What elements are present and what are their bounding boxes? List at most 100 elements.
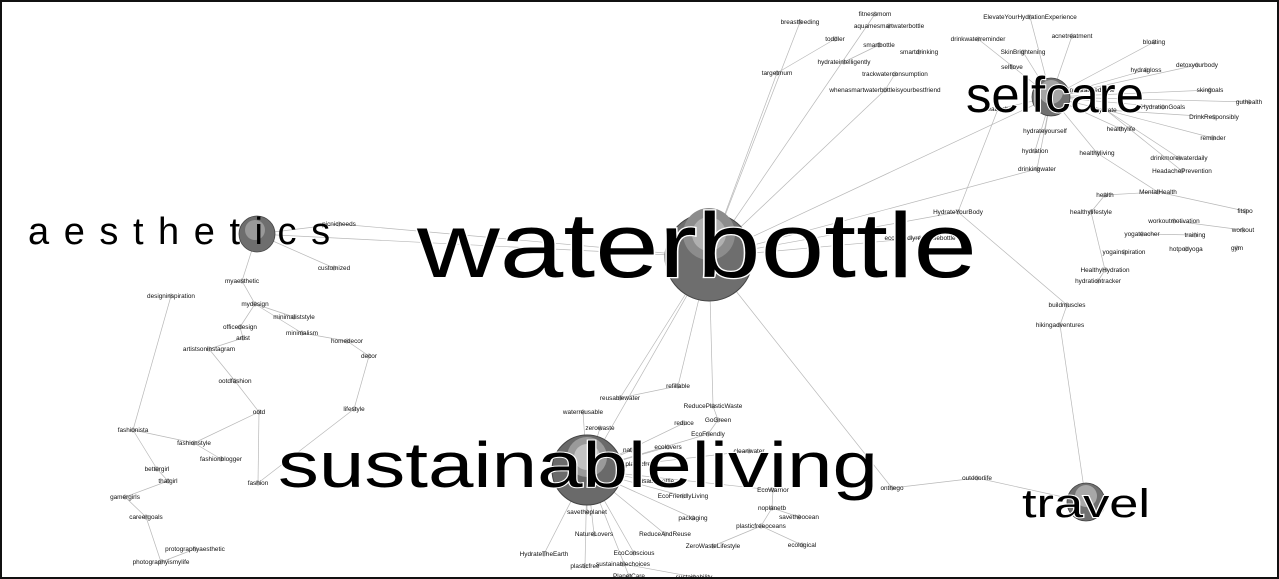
edge-hikingadventures-travel	[1059, 324, 1087, 503]
node-photographyaesthetic	[192, 546, 198, 552]
label-reduce: reduce	[674, 420, 694, 427]
node-officedesign	[237, 324, 243, 330]
label-hydrate: hydrate	[1095, 107, 1117, 114]
node-nature	[629, 447, 635, 453]
node-ecofriendlyreusable	[917, 235, 923, 241]
edge-hydrate-drinkmorewaterdaily	[1105, 109, 1180, 159]
edge-zerowastelifestyle-plasticfreeoceans	[712, 525, 762, 547]
label-hydrateyourbody: HydrateYourBody	[933, 209, 984, 216]
label-training: training	[1185, 232, 1206, 239]
node-healthyhydration	[1102, 267, 1108, 273]
label-workout: workout	[1231, 227, 1255, 234]
label-bloating: bloating	[1143, 39, 1166, 46]
edge-outdoorlife-onthego	[891, 477, 978, 489]
node-onthego	[889, 485, 895, 491]
edge-health-healthylifestyle	[1090, 194, 1106, 213]
node-fitspo	[1242, 208, 1248, 214]
aesthetics-node	[238, 215, 276, 253]
node-healthyliving	[1094, 150, 1100, 156]
label-targetmum: targetmum	[762, 70, 793, 77]
edge-healthyliving-mentalhealth	[1096, 152, 1159, 193]
label-bettergirl: bettergirl	[145, 466, 170, 473]
node-reduceplasticwaste	[710, 403, 716, 409]
label-gamergirls: gamergirls	[110, 494, 140, 501]
hub-label-waterbottle: waterbottle	[416, 195, 977, 297]
edge-waterbottle-aesthetics	[256, 233, 710, 258]
hub-label-layer: a e s t h e t i c s waterbottle sustaina…	[28, 66, 1151, 527]
label-thatgirl: thatgirl	[158, 478, 177, 485]
edge-mydesign-officedesign	[239, 303, 256, 328]
label-drinkresponsibly: DrinkResponsibly	[1189, 114, 1240, 121]
label-plasticfreeoceans: plasticfreeoceans	[736, 523, 786, 530]
label-headache: headache	[984, 106, 1013, 113]
label-onthego: onthego	[880, 485, 904, 492]
node-savetheplanet	[584, 509, 590, 515]
node-picnicneeds	[336, 221, 342, 227]
edge-waterbottle-fitnessmom	[708, 13, 876, 258]
node-homedecor	[344, 338, 350, 344]
node-reminder	[1210, 135, 1216, 141]
node-fashion	[255, 480, 261, 486]
node-planetcare	[626, 573, 632, 577]
label-smartbottle: smartbottle	[863, 42, 895, 49]
label-drinkingwater: drinkingwater	[1018, 166, 1057, 173]
label-detoxyourbody: detoxyourbody	[1176, 62, 1219, 69]
node-artist	[240, 335, 246, 341]
label-nature: nature	[623, 447, 642, 454]
node-hotpodyoga	[1183, 246, 1189, 252]
label-hydrationtracker: hydrationtracker	[1075, 278, 1122, 285]
edge-hydrate-headacheprevention	[1105, 109, 1183, 172]
node-minimalism	[299, 330, 305, 336]
node-fashionstyle	[191, 440, 197, 446]
label-packaging: packaging	[678, 515, 708, 522]
node-fashionista	[130, 427, 136, 433]
edge-lifestyle-fashion	[257, 408, 355, 484]
node-zerowastelifestyle	[710, 543, 716, 549]
node-acnetreatment	[1069, 33, 1075, 39]
node-hydrationtracker	[1095, 278, 1101, 284]
node-customized	[331, 265, 337, 271]
node-detoxyourbody	[1194, 62, 1200, 68]
hub-label-sustainableliving: sustainableliving	[278, 429, 878, 501]
label-minimaliststyle: minimaliststyle	[273, 314, 315, 321]
label-sustainablechoices: sustainablechoices	[596, 561, 650, 568]
node-lifestyle	[351, 406, 357, 412]
label-noplanetb: noplanetb	[758, 505, 787, 512]
hub-node-layer	[238, 77, 1106, 522]
label-reminder: reminder	[1200, 135, 1226, 142]
label-ecolovers: ecolovers	[654, 444, 681, 451]
node-headache	[995, 106, 1001, 112]
label-ecowarrior: EcoWarrior	[757, 487, 790, 494]
node-smartdrinking	[916, 49, 922, 55]
node-naturelovers	[591, 531, 597, 537]
edge-minimalism-homedecor	[301, 332, 348, 342]
edge-waterbottle-onthego	[708, 256, 893, 489]
edge-workoutmotivation-workout	[1173, 220, 1244, 231]
node-waterreusable	[580, 409, 586, 415]
label-sustainability: sustainability	[676, 574, 713, 579]
label-myaesthetic: myaesthetic	[225, 278, 260, 285]
node-ootdfashion	[232, 378, 238, 384]
label-aquamesmartwaterbottle: aquamesmartwaterbottle	[854, 23, 925, 30]
label-naturelovers: NatureLovers	[575, 531, 613, 538]
label-plasticfree: plasticfree	[570, 563, 600, 570]
edge-careergoals-photographyismylife	[145, 516, 162, 563]
edge-fashionstyle-fashionblogger	[193, 442, 222, 460]
edge-gogreen-ecofriendly	[707, 419, 719, 435]
label-zerowaste: zerowaste	[585, 425, 615, 432]
edge-fashionista-fashionstyle	[132, 429, 195, 444]
edge-mydesign-minimalism	[254, 303, 303, 334]
label-drinkwaterreminder: drinkwaterreminder	[951, 36, 1007, 43]
edge-selfcare-skingoals	[1050, 89, 1211, 98]
label-buildmuscles: buildmuscles	[1049, 302, 1086, 309]
node-bettergirl	[154, 466, 160, 472]
label-elevate: ElevateYourHydrationExperience	[983, 14, 1077, 21]
label-breastfeeding: breastfeeding	[781, 19, 820, 26]
edge-artist-artistsoninstagram	[208, 337, 244, 350]
edge-plasticfreeoceans-ecological	[760, 525, 803, 546]
node-minimaliststyle	[291, 314, 297, 320]
edge-targetmum-toddler	[776, 38, 836, 74]
label-decor: decor	[361, 353, 378, 360]
minor-node-layer	[122, 11, 1252, 577]
